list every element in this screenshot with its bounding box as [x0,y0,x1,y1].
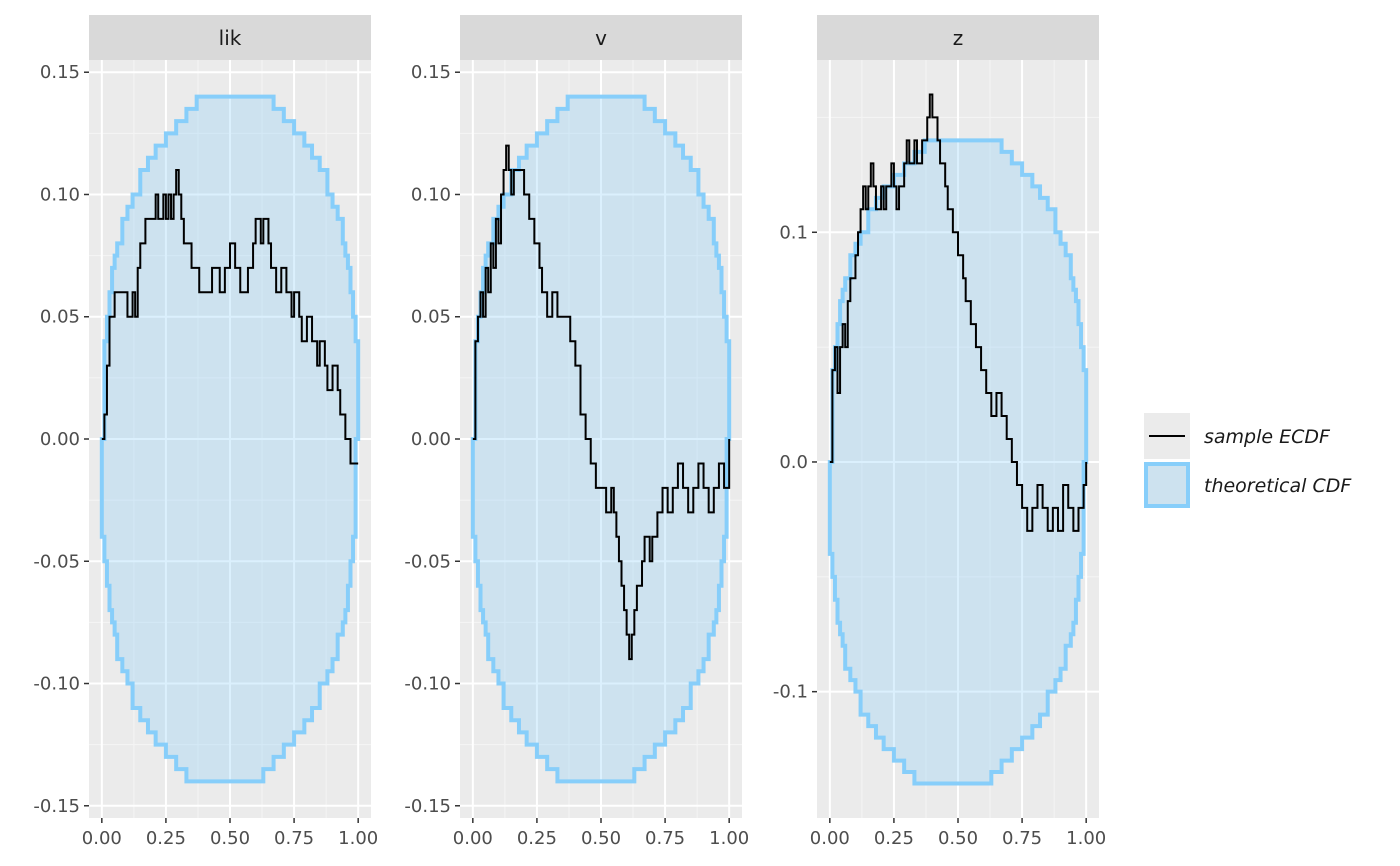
strip-label: lik [219,26,242,50]
legend-key-fill [1144,462,1190,508]
y-tick-label: 0.10 [40,184,80,205]
theoretical-cdf-band [99,94,361,784]
y-tick-label: -0.15 [33,796,80,817]
panels-layer: lik -0.15 -0.10 -0.05 0.00 0.05 0.10 0.15 0.00 0.… [33,15,1106,849]
x-tick-label: 0.00 [453,828,493,849]
strip-background [460,15,742,60]
y-tick-label: 0.15 [411,62,451,83]
sample-ecdf-line [829,93,1088,532]
x-tick-label: 0.00 [82,828,122,849]
y-tick-label: 0.00 [40,429,80,450]
x-tick-label: 0.75 [645,828,685,849]
x-tick-label: 1.00 [338,828,378,849]
y-tick-label: 0.10 [411,184,451,205]
legend-key-background [1144,462,1190,508]
strip-label: z [953,26,964,50]
x-tick-label: 0.25 [146,828,186,849]
strip-background [817,15,1099,60]
legend-label: sample ECDF [1204,426,1331,448]
x-tick-label: 0.25 [517,828,557,849]
legend-label: theoretical CDF [1204,475,1352,497]
panel-z: z -0.1 0.0 0.1 0.00 0.25 0.50 0.75 1.00 [773,15,1106,849]
x-tick-label: 1.00 [1066,828,1106,849]
strip-label: v [595,26,607,50]
theoretical-cdf-band [470,94,732,784]
y-tick-label: 0.00 [411,429,451,450]
legend-item-sample-ecdf: sample ECDF [1144,413,1331,459]
x-tick-label: 0.50 [581,828,621,849]
legend-item-theoretical-cdf: theoretical CDF [1144,462,1352,508]
y-tick-label: -0.05 [33,551,80,572]
x-tick-label: 1.00 [709,828,749,849]
y-tick-label: -0.10 [33,674,80,695]
x-tick-label: 0.25 [874,828,914,849]
y-tick-label: -0.1 [773,682,808,703]
y-tick-label: 0.15 [40,62,80,83]
y-tick-label: 0.1 [779,222,808,243]
sample-ecdf-line [101,169,359,465]
x-tick-label: 0.00 [810,828,850,849]
strip-background [89,15,371,60]
panel-lik: lik -0.15 -0.10 -0.05 0.00 0.05 0.10 0.15 0.00 0.… [33,15,378,849]
y-tick-label: 0.0 [779,452,808,473]
x-tick-label: 0.50 [210,828,250,849]
x-tick-label: 0.75 [274,828,314,849]
legend: sample ECDF theoretical CDF [1144,413,1352,508]
y-tick-label: -0.15 [404,796,451,817]
sample-ecdf-line [472,144,731,661]
panel-v: v -0.15 -0.10 -0.05 0.00 0.05 0.10 0.15 0.00 0.25… [404,15,749,849]
y-tick-label: 0.05 [411,307,451,328]
x-tick-label: 0.75 [1002,828,1042,849]
y-tick-label: 0.05 [40,307,80,328]
x-tick-label: 0.50 [938,828,978,849]
y-tick-label: -0.05 [404,551,451,572]
y-tick-label: -0.10 [404,674,451,695]
